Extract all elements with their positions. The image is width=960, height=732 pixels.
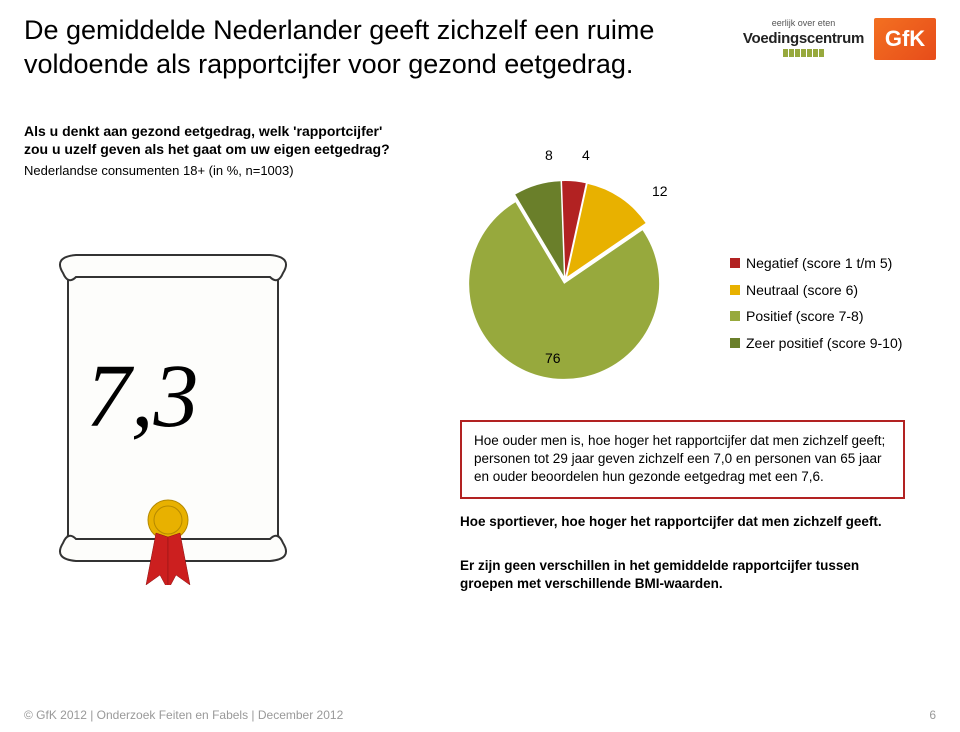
legend-swatch — [730, 285, 740, 295]
legend-swatch — [730, 338, 740, 348]
legend-item: Neutraal (score 6) — [730, 277, 902, 304]
header: De gemiddelde Nederlander geeft zichzelf… — [0, 0, 960, 82]
legend-label: Positief (score 7-8) — [746, 303, 863, 330]
legend-label: Neutraal (score 6) — [746, 277, 858, 304]
legend-swatch — [730, 258, 740, 268]
voed-bars-icon — [783, 49, 824, 57]
note-sportier: Hoe sportiever, hoe hoger het rapportcij… — [460, 513, 905, 531]
pie-chart: 8 4 12 76 — [440, 155, 690, 405]
legend-item: Negatief (score 1 t/m 5) — [730, 250, 902, 277]
pie-legend: Negatief (score 1 t/m 5) Neutraal (score… — [730, 250, 902, 356]
main-area: 7,3 8 4 12 76 Negatief (score 1 t/m 5) N… — [0, 195, 960, 625]
question-block: Als u denkt aan gezond eetgedrag, welk '… — [0, 82, 420, 179]
pie-label-8: 8 — [545, 147, 553, 163]
page-number: 6 — [929, 708, 936, 722]
pie-label-4: 4 — [582, 147, 590, 163]
footer-left: © GfK 2012 | Onderzoek Feiten en Fabels … — [24, 708, 343, 722]
pie-label-76: 76 — [545, 350, 561, 366]
voedingscentrum-logo: eerlijk over eten Voedingscentrum — [743, 18, 864, 57]
logo-area: eerlijk over eten Voedingscentrum GfK — [743, 18, 936, 82]
voed-wordmark: Voedingscentrum — [743, 30, 864, 47]
legend-label: Negatief (score 1 t/m 5) — [746, 250, 892, 277]
pie-label-12: 12 — [652, 183, 668, 199]
note-bmi: Er zijn geen verschillen in het gemiddel… — [460, 557, 905, 593]
footer: © GfK 2012 | Onderzoek Feiten en Fabels … — [24, 708, 936, 722]
score-number: 7,3 — [86, 345, 199, 448]
page-title: De gemiddelde Nederlander geeft zichzelf… — [24, 14, 664, 82]
legend-item: Zeer positief (score 9-10) — [730, 330, 902, 357]
legend-item: Positief (score 7-8) — [730, 303, 902, 330]
scroll-graphic: 7,3 — [28, 245, 318, 585]
question-text: Als u denkt aan gezond eetgedrag, welk '… — [24, 122, 396, 160]
legend-label: Zeer positief (score 9-10) — [746, 330, 902, 357]
voed-tagline: eerlijk over eten — [772, 18, 836, 28]
legend-swatch — [730, 311, 740, 321]
gfk-logo: GfK — [874, 18, 936, 60]
sample-note: Nederlandse consumenten 18+ (in %, n=100… — [24, 163, 396, 178]
callout-box: Hoe ouder men is, hoe hoger het rapportc… — [460, 420, 905, 499]
